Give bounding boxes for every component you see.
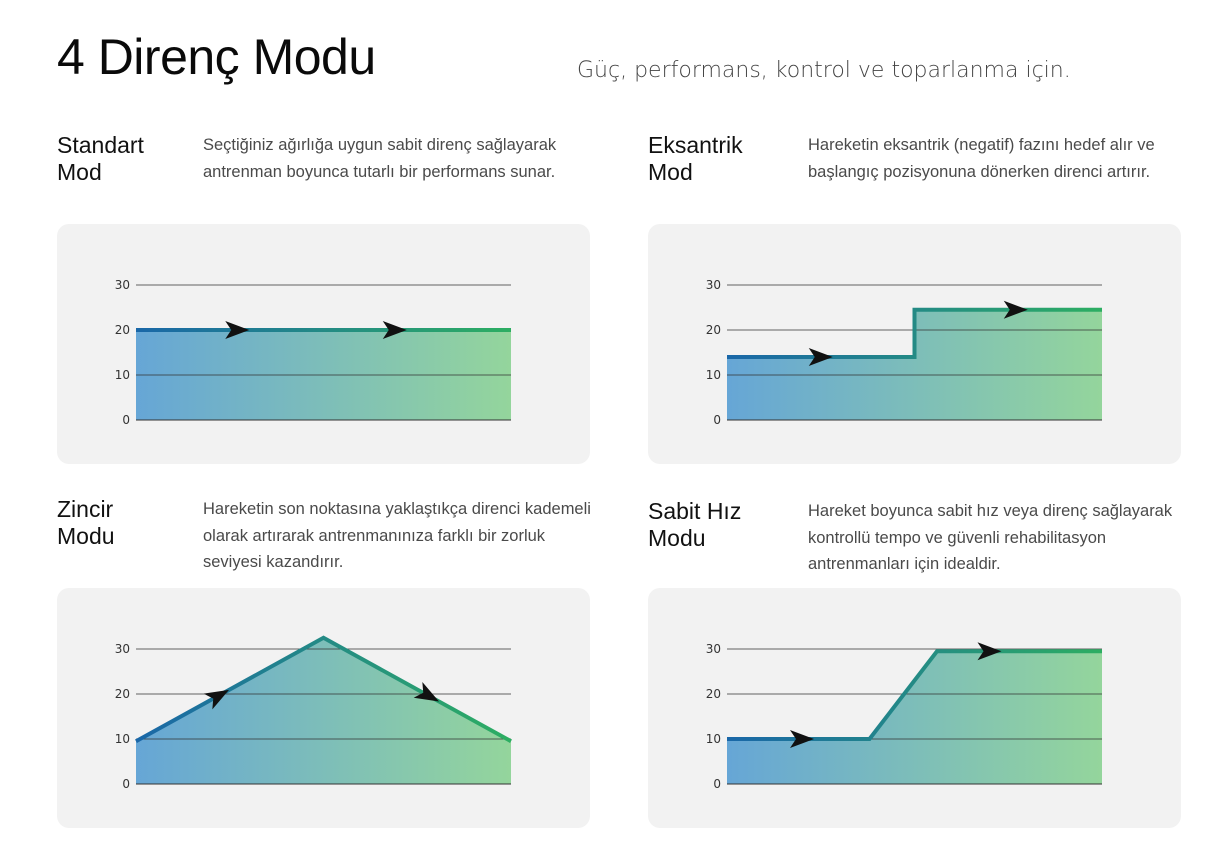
chart-panel: 30 20 10 0 xyxy=(648,224,1181,464)
y-tick-label: 0 xyxy=(713,777,721,791)
y-tick-label: 30 xyxy=(115,278,130,292)
direction-arrow xyxy=(977,642,1002,661)
arrow-head xyxy=(413,682,440,702)
y-tick-label: 10 xyxy=(115,732,130,746)
mode-description: Hareketin eksantrik (negatif) fazını hed… xyxy=(808,136,1155,181)
y-tick-label: 30 xyxy=(706,278,721,292)
mode-title-line: Mod xyxy=(648,159,693,185)
y-tick-label: 30 xyxy=(706,642,721,656)
mode-title-line: Zincir xyxy=(57,496,114,522)
resistance-chart: 30 20 10 0 xyxy=(706,278,1102,427)
mode-description: Hareketin son noktasına yaklaştıkça dire… xyxy=(203,500,591,571)
area-fill xyxy=(727,651,1102,784)
y-tick-label: 10 xyxy=(706,732,721,746)
resistance-chart: 30 20 10 0 xyxy=(706,642,1102,791)
mode-title: Eksantrik Mod xyxy=(648,132,788,186)
series-line xyxy=(135,635,512,744)
y-tick-label: 30 xyxy=(115,642,130,656)
chart-panel: 30 20 10 0 xyxy=(57,224,590,464)
mode-title-line: Eksantrik xyxy=(648,132,743,158)
direction-arrow xyxy=(203,689,230,710)
direction-arrow xyxy=(225,321,250,339)
y-tick-label: 0 xyxy=(122,413,130,427)
mode-title-line: Sabit Hız xyxy=(648,498,742,524)
arrow-head xyxy=(1003,300,1028,319)
arrow-head xyxy=(203,689,230,710)
page-title: 4 Direnç Modu xyxy=(57,29,376,85)
mode-title-line: Modu xyxy=(648,525,706,551)
chart-panel: 30 20 10 0 xyxy=(57,588,590,828)
arrow-head xyxy=(382,321,407,339)
arrow-head xyxy=(790,730,814,748)
y-tick-label: 10 xyxy=(115,368,130,382)
y-tick-label: 10 xyxy=(706,368,721,382)
arrow-head xyxy=(225,321,250,339)
area-fill xyxy=(136,637,511,784)
direction-arrow xyxy=(790,730,814,748)
y-tick-label: 20 xyxy=(706,687,721,701)
mode-title-line: Modu xyxy=(57,523,115,549)
arrow-head xyxy=(808,348,833,366)
y-tick-label: 0 xyxy=(713,413,721,427)
mode-title: Zincir Modu xyxy=(57,496,197,550)
page-subtitle: Güç, performans, kontrol ve toparlanma i… xyxy=(577,58,1071,83)
direction-arrow xyxy=(1003,300,1028,319)
direction-arrow xyxy=(808,348,833,366)
mode-description: Seçtiğiniz ağırlığa uygun sabit direnç s… xyxy=(203,136,557,181)
y-tick-label: 0 xyxy=(122,777,130,791)
arrow-head xyxy=(977,642,1002,661)
area-fill xyxy=(727,309,1102,420)
direction-arrow xyxy=(382,321,407,339)
mode-title: Standart Mod xyxy=(57,132,197,186)
mode-description: Hareket boyunca sabit hız veya direnç sa… xyxy=(808,502,1173,573)
mode-title-line: Standart xyxy=(57,132,144,158)
chart-panel: 30 20 10 0 xyxy=(648,588,1181,828)
mode-title-line: Mod xyxy=(57,159,102,185)
mode-title: Sabit Hız Modu xyxy=(648,498,788,552)
resistance-chart: 30 20 10 0 xyxy=(115,278,511,427)
y-tick-label: 20 xyxy=(115,323,130,337)
resistance-chart: 30 20 10 0 xyxy=(115,635,512,791)
y-tick-label: 20 xyxy=(706,323,721,337)
direction-arrow xyxy=(413,682,440,702)
y-tick-label: 20 xyxy=(115,687,130,701)
